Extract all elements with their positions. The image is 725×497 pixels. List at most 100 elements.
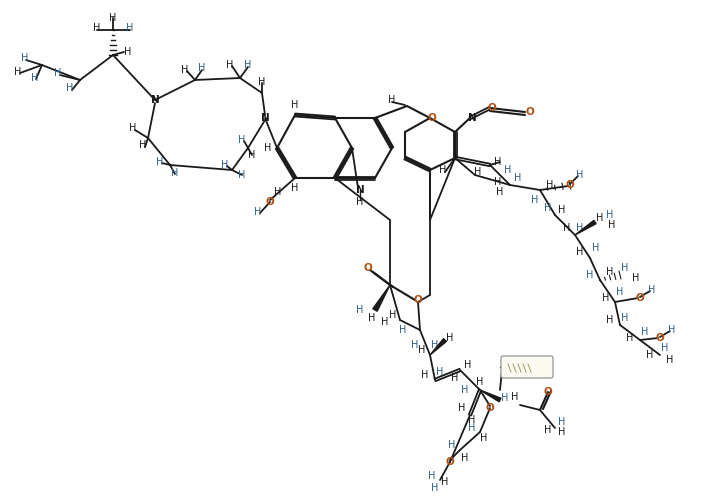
Text: H: H (199, 63, 206, 73)
Text: H: H (291, 183, 299, 193)
FancyBboxPatch shape (501, 356, 553, 378)
Polygon shape (430, 338, 447, 355)
Text: O: O (488, 103, 497, 113)
Text: H: H (642, 327, 649, 337)
Text: H: H (442, 477, 449, 487)
Text: H: H (646, 350, 654, 360)
Text: H: H (66, 83, 74, 93)
Text: H: H (468, 415, 476, 425)
Text: H: H (368, 313, 376, 323)
Text: O: O (566, 180, 574, 190)
Text: H: H (436, 367, 444, 377)
Text: H: H (576, 223, 584, 233)
Text: H: H (558, 205, 566, 215)
Text: O: O (655, 333, 664, 343)
Text: H: H (494, 157, 502, 167)
Text: H: H (431, 340, 439, 350)
Text: H: H (621, 263, 629, 273)
Polygon shape (480, 390, 501, 402)
Text: H: H (602, 293, 610, 303)
Text: H: H (461, 385, 468, 395)
Text: H: H (226, 60, 233, 70)
Text: H: H (458, 403, 465, 413)
Text: H: H (514, 173, 522, 183)
Text: O: O (486, 403, 494, 413)
Text: H: H (421, 370, 428, 380)
Text: H: H (474, 167, 481, 177)
Polygon shape (575, 220, 596, 235)
Text: H: H (531, 195, 539, 205)
Text: H: H (94, 23, 101, 33)
Text: H: H (439, 165, 447, 175)
Text: H: H (139, 140, 146, 150)
Text: H: H (501, 393, 509, 403)
Text: O: O (428, 113, 436, 123)
Text: H: H (621, 313, 629, 323)
Text: O: O (526, 107, 534, 117)
Text: H: H (494, 177, 502, 187)
Text: H: H (544, 425, 552, 435)
Text: H: H (626, 333, 634, 343)
Text: H: H (632, 273, 639, 283)
Text: H: H (221, 160, 228, 170)
Text: H: H (274, 187, 282, 197)
Text: N: N (468, 113, 476, 123)
Text: H: H (239, 170, 246, 180)
Text: H: H (126, 23, 133, 33)
Text: H: H (356, 197, 364, 207)
Text: H: H (544, 203, 552, 213)
Text: H: H (666, 355, 674, 365)
Text: H: H (265, 143, 272, 153)
Text: H: H (606, 210, 613, 220)
Text: H: H (428, 471, 436, 481)
Text: H: H (239, 135, 246, 145)
Text: N: N (151, 95, 160, 105)
Text: H: H (558, 427, 566, 437)
Text: H: H (124, 47, 132, 57)
Text: H: H (606, 267, 613, 277)
Text: H: H (461, 453, 468, 463)
Text: H: H (668, 325, 676, 335)
Text: H: H (389, 95, 396, 105)
Text: O: O (364, 263, 373, 273)
Text: H: H (608, 220, 616, 230)
Text: H: H (497, 187, 504, 197)
Text: H: H (563, 223, 571, 233)
Text: H: H (381, 317, 389, 327)
Text: N: N (356, 185, 365, 195)
Text: H: H (480, 433, 488, 443)
Text: H: H (54, 68, 62, 78)
Text: H: H (181, 65, 188, 75)
Text: H: H (171, 168, 178, 178)
Text: H: H (592, 243, 600, 253)
Text: H: H (399, 325, 407, 335)
Text: H: H (21, 53, 29, 63)
Text: O: O (446, 457, 455, 467)
Text: H: H (389, 310, 397, 320)
Text: H: H (511, 392, 518, 402)
Text: H: H (648, 285, 655, 295)
Text: H: H (258, 77, 265, 87)
Text: H: H (244, 60, 252, 70)
Text: H: H (291, 100, 299, 110)
Text: H: H (576, 247, 584, 257)
Text: O: O (636, 293, 645, 303)
Text: H: H (464, 360, 472, 370)
Text: H: H (447, 333, 454, 343)
Text: H: H (254, 207, 262, 217)
Text: O: O (414, 295, 423, 305)
Text: H: H (558, 417, 566, 427)
Text: H: H (109, 13, 117, 23)
Text: H: H (547, 180, 554, 190)
Text: H: H (411, 340, 418, 350)
Text: H: H (418, 345, 426, 355)
Text: H: H (248, 150, 256, 160)
Text: H: H (606, 315, 613, 325)
Text: H: H (448, 440, 456, 450)
Polygon shape (373, 285, 390, 311)
Text: H: H (616, 287, 624, 297)
Text: H: H (661, 343, 668, 353)
Text: H: H (451, 373, 459, 383)
Text: H: H (129, 123, 137, 133)
Text: O: O (265, 197, 274, 207)
